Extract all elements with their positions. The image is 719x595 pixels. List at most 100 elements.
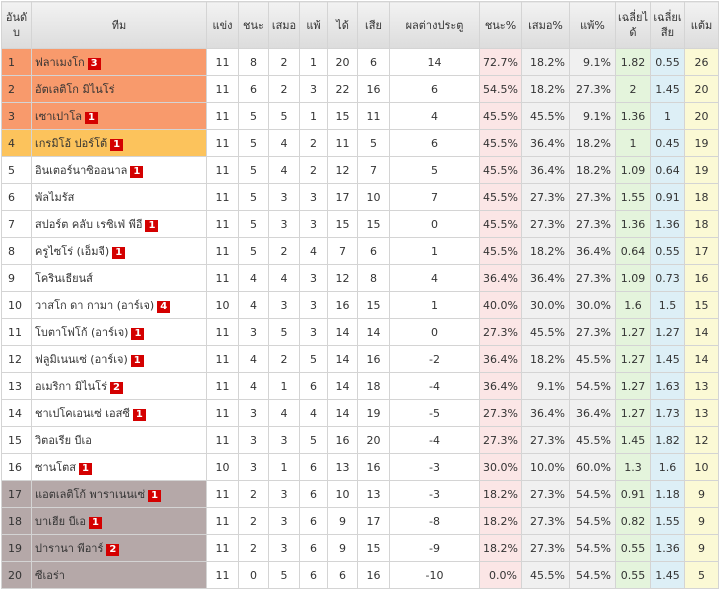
team-row: 18 บาเฮีย บีเอ 1 11 2 3 6 9 17 -8 18.2% 27.3% 54.5% 0… [1, 507, 719, 535]
card-badge: 2 [106, 544, 120, 556]
stat-cell: 17 [684, 237, 719, 265]
stat-cell: 30.0% [521, 291, 570, 319]
rank-cell: 15 [1, 426, 32, 454]
stat-cell: 11 [206, 183, 239, 211]
stat-cell: 15 [327, 102, 358, 130]
stat-cell: 1.18 [650, 480, 685, 508]
stat-cell: 14 [327, 345, 358, 373]
team-name: เกรมิโอ้ ปอร์โต้ [35, 137, 108, 150]
stat-cell: 3 [268, 183, 300, 211]
stat-cell: 11 [327, 129, 358, 157]
stat-cell: 12 [327, 156, 358, 184]
stat-cell: 5 [268, 318, 300, 346]
stat-cell: 1.45 [650, 561, 685, 589]
stat-cell: 54.5% [569, 507, 616, 535]
stat-cell: 5 [238, 237, 269, 265]
stat-cell: 9 [327, 507, 358, 535]
stat-cell: 2 [238, 507, 269, 535]
team-name: วาสโก ดา กามา (อาร์เจ) [35, 299, 155, 312]
stat-cell: 9 [684, 507, 719, 535]
team-row: 8 ครูไซโร่ (เอ็มจี) 1 11 5 2 4 7 6 1 45.5% 18.2% 36.… [1, 237, 719, 265]
card-badge: 1 [88, 517, 102, 529]
team-name: อัตเลติโก มิไนโร่ [35, 83, 115, 96]
team-cell: โครินเธียนส์ [31, 264, 207, 292]
team-cell: ครูไซโร่ (เอ็มจี) 1 [31, 237, 207, 265]
stat-cell: 54.5% [569, 480, 616, 508]
team-cell: แอตเลติโก้ พาราเนนเซ่ 1 [31, 480, 207, 508]
stat-cell: 4 [238, 291, 269, 319]
stat-cell: 20 [357, 426, 390, 454]
stat-cell: 11 [206, 75, 239, 103]
stat-cell: 13 [327, 453, 358, 481]
rank-cell: 19 [1, 534, 32, 562]
stat-cell: 1 [389, 237, 480, 265]
stat-cell: 6 [299, 561, 328, 589]
stat-cell: -8 [389, 507, 480, 535]
team-row: 12 ฟลูมิเนนเซ่ (อาร์เจ) 1 11 4 2 5 14 16 -2 36.4% 1… [1, 345, 719, 373]
team-row: 1 ฟลาเมงโก 3 11 8 2 1 20 6 14 72.7% 18.2% 9.1% 1.82 0.… [1, 48, 719, 76]
stat-cell: 2 [615, 75, 651, 103]
stat-cell: 4 [268, 264, 300, 292]
stat-cell: 14 [327, 318, 358, 346]
stat-cell: 15 [357, 210, 390, 238]
team-row: 17 แอตเลติโก้ พาราเนนเซ่ 1 11 2 3 6 10 13 -3 18.2%… [1, 480, 719, 508]
stat-cell: 6 [299, 453, 328, 481]
stat-cell: 5 [299, 345, 328, 373]
team-row: 2 อัตเลติโก มิไนโร่ 11 6 2 3 22 16 6 54.5% 18.2% 27… [1, 75, 719, 103]
stat-cell: 1 [268, 453, 300, 481]
stat-cell: 36.4% [479, 372, 522, 400]
column-header: เฉลี่ยเสีย [650, 1, 685, 49]
stat-cell: 16 [357, 345, 390, 373]
stat-cell: 11 [206, 480, 239, 508]
team-cell: เกรมิโอ้ ปอร์โต้ 1 [31, 129, 207, 157]
stat-cell: 54.5% [479, 75, 522, 103]
stat-cell: 20 [684, 75, 719, 103]
stat-cell: 4 [268, 399, 300, 427]
team-name: ครูไซโร่ (เอ็มจี) [35, 245, 110, 258]
stat-cell: 5 [238, 102, 269, 130]
team-row: 16 ซานโตส 1 10 3 1 6 13 16 -3 30.0% 10.0% 60.0% 1.3 1.… [1, 453, 719, 481]
stat-cell: 36.4% [521, 264, 570, 292]
stat-cell: 5 [268, 102, 300, 130]
stat-cell: 3 [238, 318, 269, 346]
stat-cell: 4 [238, 372, 269, 400]
stat-cell: 6 [357, 48, 390, 76]
stat-cell: 19 [684, 156, 719, 184]
stat-cell: 27.3% [569, 210, 616, 238]
stat-cell: 11 [206, 102, 239, 130]
stat-cell: 0.64 [650, 156, 685, 184]
stat-cell: 27.3% [569, 183, 616, 211]
stat-cell: 1.82 [650, 426, 685, 454]
column-header: แพ้ [299, 1, 328, 49]
stat-cell: 11 [357, 102, 390, 130]
stat-cell: 1 [650, 102, 685, 130]
rank-cell: 5 [1, 156, 32, 184]
stat-cell: 6 [389, 129, 480, 157]
stat-cell: 5 [238, 156, 269, 184]
team-cell: พัลไมรัส [31, 183, 207, 211]
stat-cell: 36.4% [569, 237, 616, 265]
team-name: ปารานา พีอาร์ [35, 542, 104, 555]
stat-cell: 12 [327, 264, 358, 292]
column-header: เฉลี่ยได้ [615, 1, 651, 49]
stat-cell: 1.27 [615, 345, 651, 373]
stat-cell: 54.5% [569, 372, 616, 400]
stat-cell: 36.4% [521, 129, 570, 157]
column-header: แข่ง [206, 1, 239, 49]
stat-cell: 0.55 [650, 48, 685, 76]
stat-cell: 18.2% [569, 156, 616, 184]
stat-cell: 27.3% [569, 318, 616, 346]
stat-cell: 16 [327, 426, 358, 454]
stat-cell: 13 [684, 399, 719, 427]
stat-cell: 16 [357, 75, 390, 103]
stat-cell: 27.3% [521, 507, 570, 535]
stat-cell: 45.5% [479, 102, 522, 130]
stat-cell: 5 [389, 156, 480, 184]
stat-cell: 2 [299, 129, 328, 157]
stat-cell: 3 [268, 507, 300, 535]
stat-cell: 3 [268, 534, 300, 562]
stat-cell: 1.6 [615, 291, 651, 319]
stat-cell: 3 [268, 210, 300, 238]
column-header: ทีม [31, 1, 207, 49]
stat-cell: 11 [206, 264, 239, 292]
